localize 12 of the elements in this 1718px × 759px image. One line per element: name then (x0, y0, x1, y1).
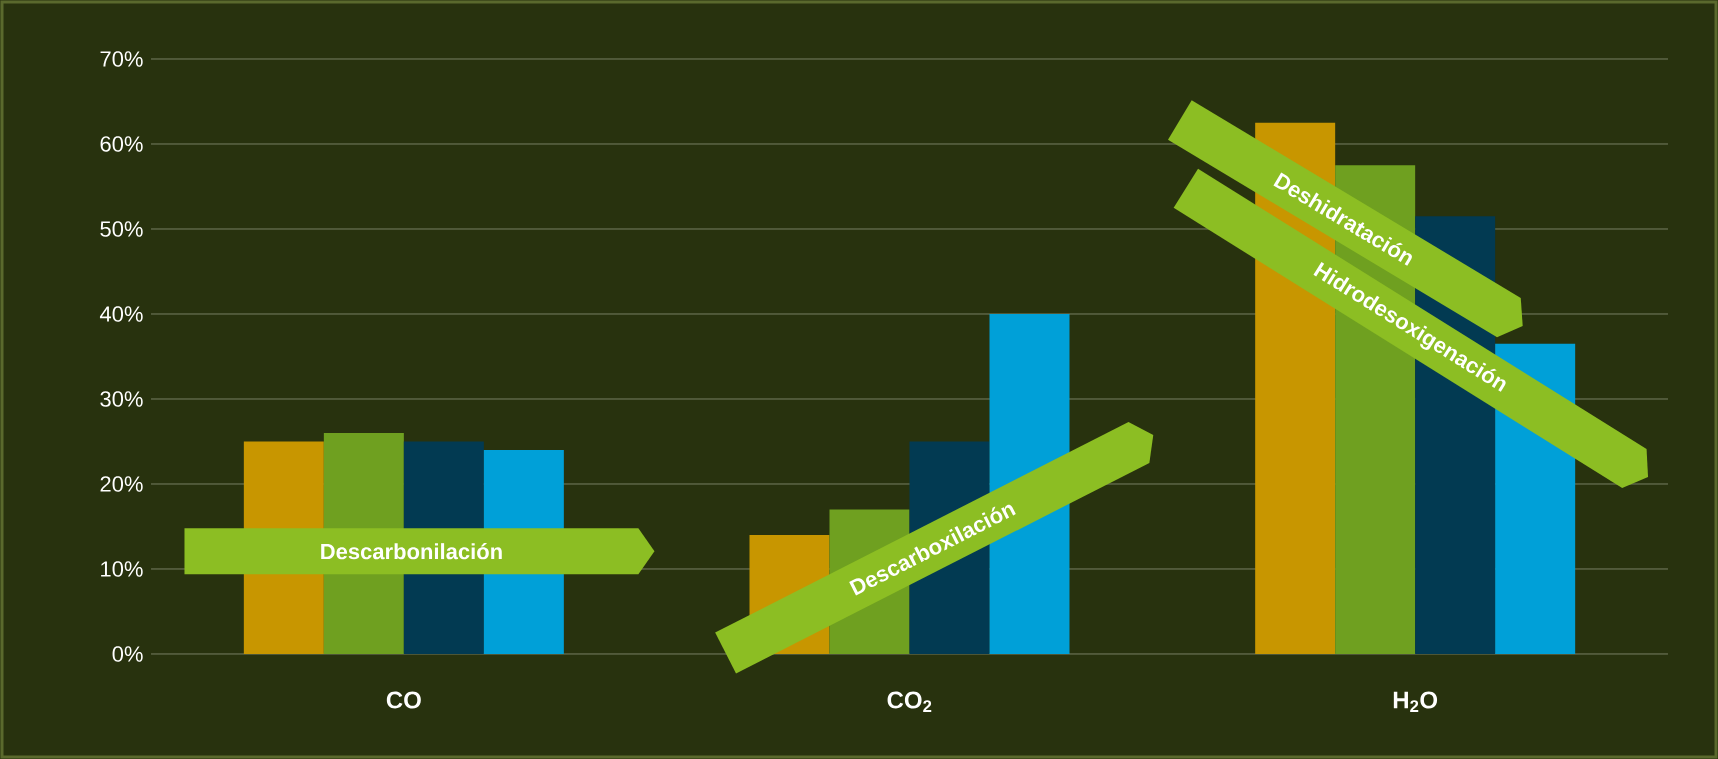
annotation: Descarbonilación (321, 542, 502, 560)
y-tick-label: 70% (100, 51, 143, 67)
y-tick-label: 0% (112, 646, 143, 662)
x-tick-label: CO$_{2}$ (887, 691, 932, 712)
y-tick-label: 10% (101, 561, 143, 577)
y-tick-label: 60% (100, 136, 143, 152)
x-tick-label: CO (386, 691, 421, 709)
y-tick-label: 30% (100, 391, 143, 407)
y-tick-label: 40% (99, 306, 143, 322)
x-tick-label: H$_{2}$O (1393, 691, 1438, 712)
y-tick-label: 50% (100, 221, 143, 237)
y-tick-label: 20% (100, 476, 143, 492)
